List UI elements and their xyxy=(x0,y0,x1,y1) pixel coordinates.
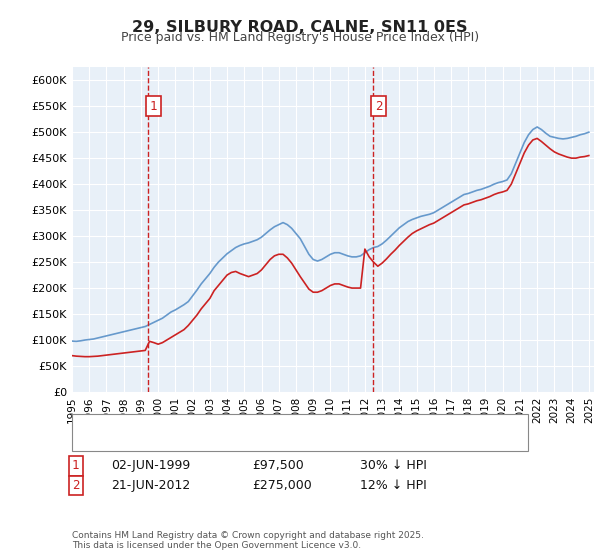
Text: 29, SILBURY ROAD, CALNE, SN11 0ES (detached house): 29, SILBURY ROAD, CALNE, SN11 0ES (detac… xyxy=(111,419,428,430)
Text: £97,500: £97,500 xyxy=(252,459,304,473)
Text: 2: 2 xyxy=(72,479,79,492)
Text: 1: 1 xyxy=(72,459,79,473)
Text: 1: 1 xyxy=(150,100,157,113)
Text: Price paid vs. HM Land Registry's House Price Index (HPI): Price paid vs. HM Land Registry's House … xyxy=(121,31,479,44)
Text: 29, SILBURY ROAD, CALNE, SN11 0ES: 29, SILBURY ROAD, CALNE, SN11 0ES xyxy=(132,20,468,35)
Text: ——: —— xyxy=(84,418,112,432)
Text: 02-JUN-1999: 02-JUN-1999 xyxy=(111,459,190,473)
Text: 30% ↓ HPI: 30% ↓ HPI xyxy=(360,459,427,473)
Text: 12% ↓ HPI: 12% ↓ HPI xyxy=(360,479,427,492)
Text: ——: —— xyxy=(84,433,112,447)
Text: Contains HM Land Registry data © Crown copyright and database right 2025.
This d: Contains HM Land Registry data © Crown c… xyxy=(72,530,424,550)
Text: £275,000: £275,000 xyxy=(252,479,312,492)
Text: 21-JUN-2012: 21-JUN-2012 xyxy=(111,479,190,492)
Text: HPI: Average price, detached house, Wiltshire: HPI: Average price, detached house, Wilt… xyxy=(111,436,372,446)
Text: 2: 2 xyxy=(374,100,382,113)
